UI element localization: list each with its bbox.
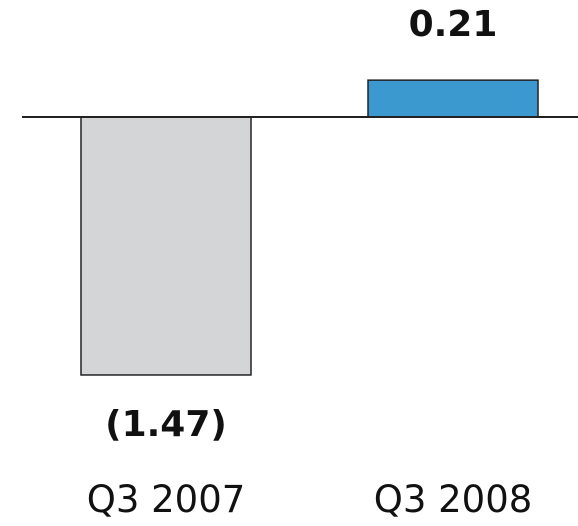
labels-layer: (1.47) Q3 2007 0.21 Q3 2008 [87, 4, 533, 521]
bars-layer [80, 79, 539, 376]
bar-q3-2008 [367, 79, 539, 118]
bar-q3-2007 [80, 116, 252, 376]
data-label: (1.47) [105, 404, 227, 445]
category-label: Q3 2008 [374, 478, 533, 521]
category-label: Q3 2007 [87, 478, 246, 521]
data-label: 0.21 [409, 4, 498, 45]
